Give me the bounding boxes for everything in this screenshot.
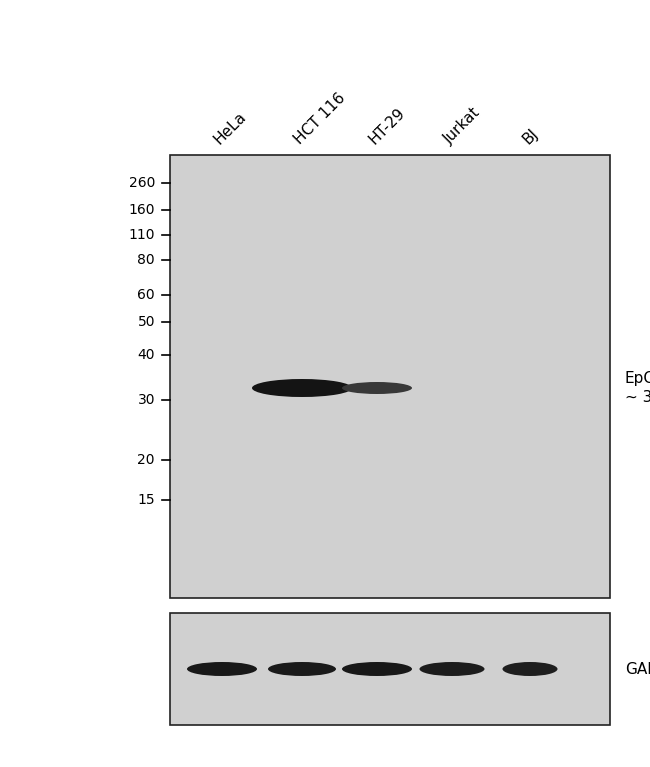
- Ellipse shape: [342, 382, 412, 394]
- Text: 40: 40: [138, 348, 155, 362]
- Text: HeLa: HeLa: [211, 109, 250, 147]
- Ellipse shape: [187, 662, 257, 676]
- Bar: [170, 155, 610, 598]
- Text: Jurkat: Jurkat: [441, 105, 484, 147]
- Text: HCT 116: HCT 116: [291, 91, 348, 147]
- Text: HT-29: HT-29: [367, 105, 408, 147]
- Text: 160: 160: [129, 203, 155, 217]
- Text: 20: 20: [138, 453, 155, 467]
- Ellipse shape: [252, 379, 352, 397]
- Text: 50: 50: [138, 315, 155, 329]
- Ellipse shape: [342, 662, 412, 676]
- Text: 30: 30: [138, 393, 155, 407]
- Text: 80: 80: [137, 253, 155, 267]
- Bar: [170, 613, 610, 725]
- Ellipse shape: [419, 662, 484, 676]
- Text: 15: 15: [137, 493, 155, 507]
- Text: GAPDH: GAPDH: [625, 661, 650, 676]
- Text: BJ: BJ: [519, 126, 541, 147]
- Ellipse shape: [268, 662, 336, 676]
- Text: 260: 260: [129, 176, 155, 190]
- Text: 60: 60: [137, 288, 155, 302]
- Text: EpCAM
~ 35 kDa: EpCAM ~ 35 kDa: [625, 370, 650, 406]
- Text: 110: 110: [129, 228, 155, 242]
- Ellipse shape: [502, 662, 558, 676]
